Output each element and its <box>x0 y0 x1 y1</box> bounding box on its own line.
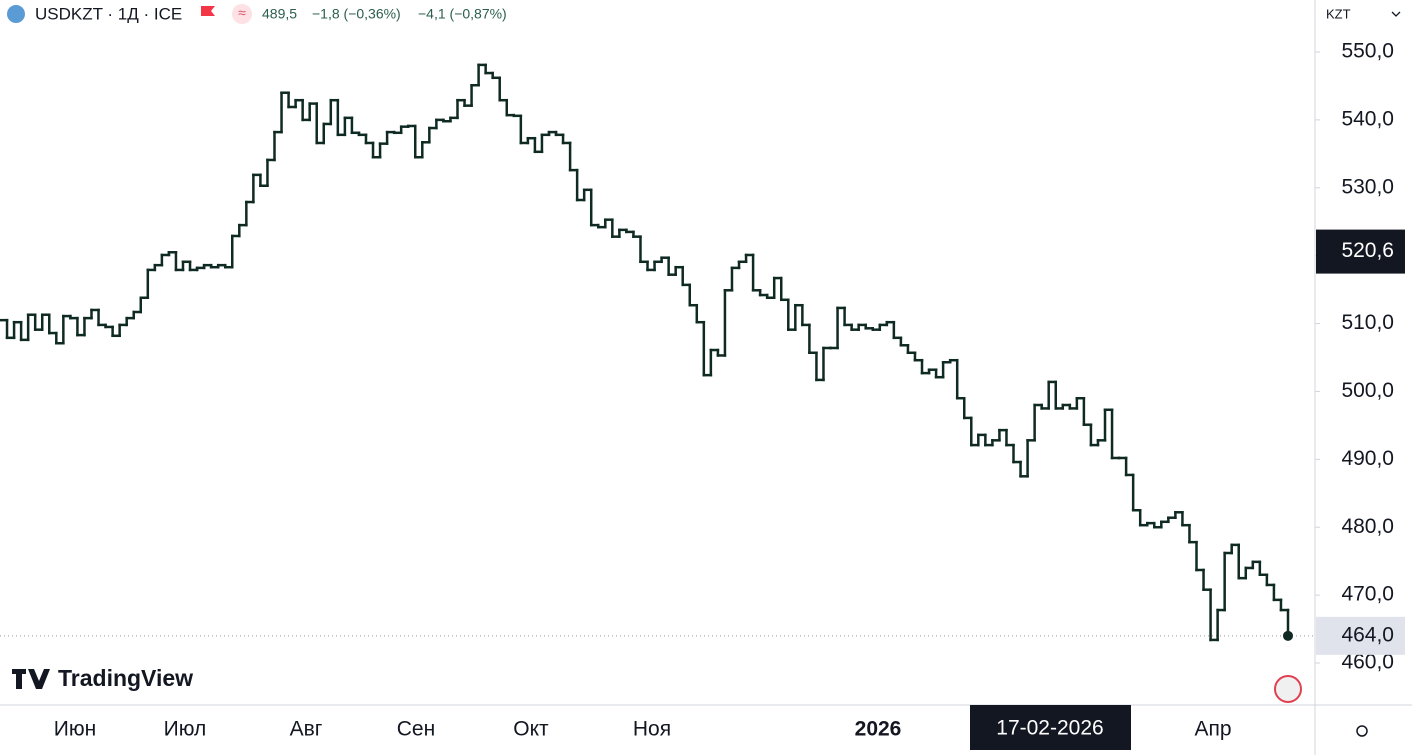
currency-chevron <box>1391 11 1401 17</box>
y-tick-label: 480,0 <box>1341 515 1394 538</box>
x-tick-label: Апр <box>1194 718 1231 741</box>
x-tick-label: Сен <box>397 718 435 741</box>
plot <box>0 63 1315 642</box>
header-change: −1,8 (−0,36%) <box>312 6 401 22</box>
x-tick-label: Июл <box>164 718 207 741</box>
y-tick-label: 460,0 <box>1341 651 1394 674</box>
crosshair-date-box <box>970 705 1131 750</box>
last-point <box>1283 630 1293 641</box>
header-change2: −4,1 (−0,87%) <box>418 6 507 22</box>
last-price: 464,0 <box>1341 623 1394 646</box>
symbol-icon <box>7 5 25 23</box>
header-price: 489,5 <box>262 6 297 22</box>
approx-icon-bg <box>232 4 252 24</box>
crosshair-date: 17-02-2026 <box>996 717 1103 740</box>
last-price-box <box>1316 616 1405 655</box>
y-tick-label: 500,0 <box>1341 379 1394 402</box>
flag-icon <box>201 6 215 16</box>
currency[interactable]: KZT <box>1326 6 1351 21</box>
crosshair-price-box <box>1316 229 1405 274</box>
settings-icon[interactable] <box>1356 725 1368 737</box>
symbol[interactable]: USDKZT · 1Д · ICE <box>35 4 182 23</box>
flag-badge <box>1274 675 1302 703</box>
approx-icon: ≈ <box>238 5 246 21</box>
y-tick-label: 540,0 <box>1341 107 1394 130</box>
logo-text: TradingView <box>58 665 193 691</box>
x-tick-label: Авг <box>290 718 323 741</box>
y-tick-label: 470,0 <box>1341 583 1394 606</box>
x-tick-label: Июн <box>54 718 96 741</box>
y-tick-label: 510,0 <box>1341 311 1394 334</box>
x-tick-label: Ноя <box>633 718 671 741</box>
crosshair-price: 520,6 <box>1341 239 1394 262</box>
y-tick-label: 530,0 <box>1341 175 1394 198</box>
logo-icon <box>12 669 50 689</box>
x-tick-label: Окт <box>513 718 549 741</box>
y-tick-label: 490,0 <box>1341 447 1394 470</box>
x-tick-label: 2026 <box>855 718 902 741</box>
y-tick-label: 550,0 <box>1341 40 1394 63</box>
